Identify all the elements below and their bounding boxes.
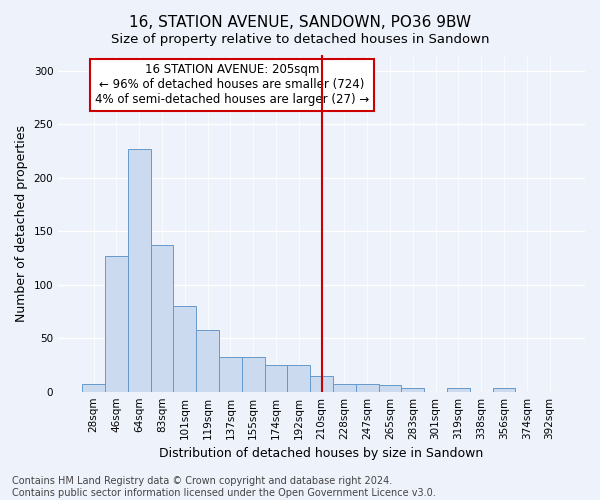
Text: Size of property relative to detached houses in Sandown: Size of property relative to detached ho… [111, 32, 489, 46]
Bar [82, 384, 105, 392]
Bar [151, 246, 173, 392]
Text: 16, STATION AVENUE, SANDOWN, PO36 9BW: 16, STATION AVENUE, SANDOWN, PO36 9BW [129, 15, 471, 30]
Bar [242, 358, 265, 392]
Text: 16 STATION AVENUE: 205sqm
← 96% of detached houses are smaller (724)
4% of semi-: 16 STATION AVENUE: 205sqm ← 96% of detac… [95, 64, 369, 106]
Bar [356, 384, 379, 392]
Bar [128, 149, 151, 392]
Bar [379, 386, 401, 392]
Bar [219, 358, 242, 392]
Bar [265, 365, 287, 392]
Bar [493, 388, 515, 392]
Bar [333, 384, 356, 392]
Bar [173, 306, 196, 392]
Bar [196, 330, 219, 392]
Bar [310, 376, 333, 392]
Bar [105, 256, 128, 392]
Text: Contains HM Land Registry data © Crown copyright and database right 2024.
Contai: Contains HM Land Registry data © Crown c… [12, 476, 436, 498]
Bar [447, 388, 470, 392]
X-axis label: Distribution of detached houses by size in Sandown: Distribution of detached houses by size … [160, 447, 484, 460]
Bar [401, 388, 424, 392]
Y-axis label: Number of detached properties: Number of detached properties [15, 125, 28, 322]
Bar [287, 365, 310, 392]
